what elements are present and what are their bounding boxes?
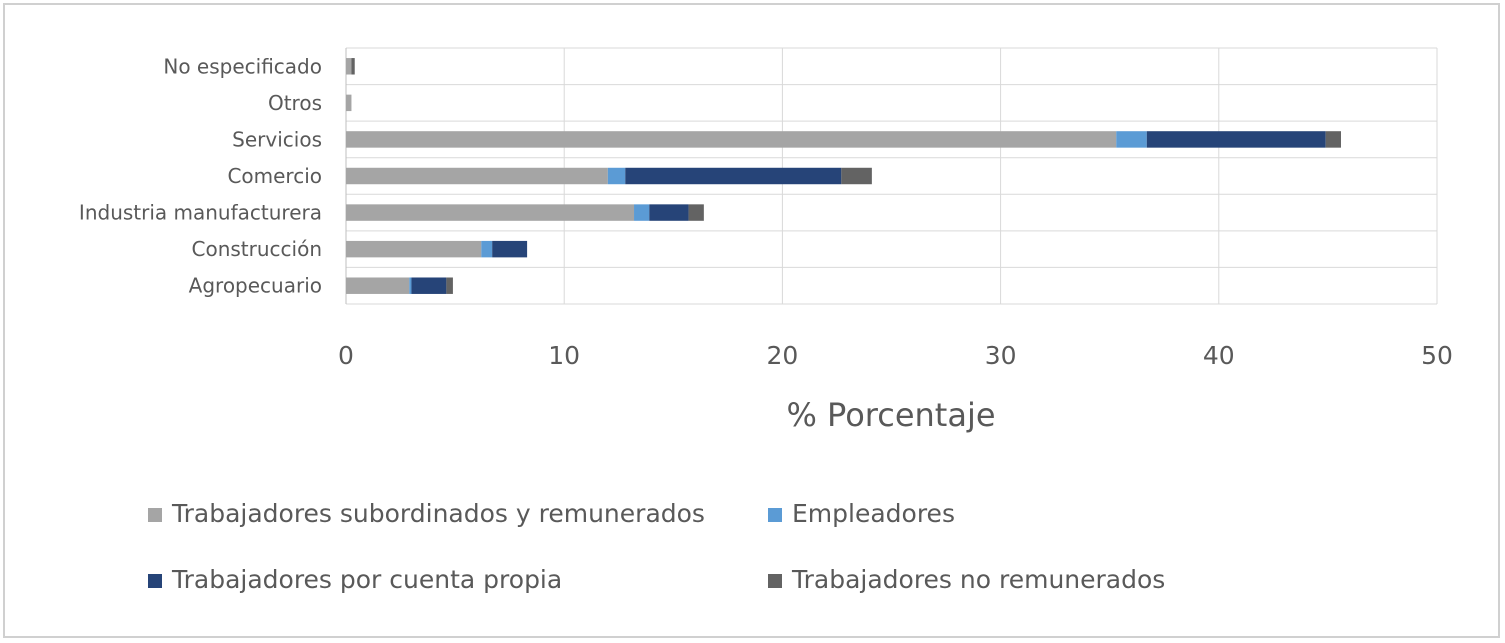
bar-segment [346,240,482,258]
bar-segment [607,167,626,185]
category-label: Industria manufacturera [79,201,322,225]
bar-segment [492,240,528,258]
x-tick-labels: 0 10 20 30 40 50 [338,341,1453,370]
category-label: Construcción [192,237,323,261]
legend-label: Trabajadores por cuenta propia [171,565,562,594]
bar-segment [411,277,447,294]
bar-segment [346,131,1117,148]
x-tick-label: 0 [338,341,354,370]
bar-segment [346,167,608,185]
gridlines [345,47,1438,305]
bar-segment [634,204,650,221]
legend-swatch [148,574,162,588]
bar-segment [346,204,635,221]
legend: Trabajadores subordinados y remunerados E… [148,499,1165,594]
bar-segment [625,167,842,185]
bar-segment [688,204,704,221]
chart-frame [3,3,1500,638]
x-tick-label: 30 [985,341,1017,370]
legend-swatch [768,574,782,588]
x-tick-label: 10 [548,341,580,370]
x-tick-label: 40 [1203,341,1235,370]
bar-segment [409,277,412,294]
category-label: No especificado [163,54,322,78]
bar-segment [446,277,453,294]
bar-segment [1116,131,1147,148]
bar-segment [1325,131,1341,148]
legend-swatch [148,508,162,522]
category-label: Servicios [232,127,322,151]
legend-label: Empleadores [792,499,955,528]
x-tick-label: 50 [1421,341,1453,370]
category-label: Agropecuario [189,274,322,298]
x-axis-title: % Porcentaje [786,396,995,434]
x-tick-label: 20 [766,341,798,370]
bar-segment [346,58,352,75]
category-labels: Agropecuario Construcción Industria manufa… [79,54,322,297]
bar-segment [351,58,355,75]
bars-group [346,58,1341,294]
bar-segment [1146,131,1326,148]
bar-segment [481,240,493,258]
bar-segment [346,277,410,294]
bar-segment [841,167,872,185]
bar-segment [649,204,689,221]
category-label: Otros [268,91,322,115]
legend-swatch [768,508,782,522]
bar-segment [346,94,352,112]
category-label: Comercio [227,164,322,188]
legend-label: Trabajadores subordinados y remunerados [171,499,705,528]
legend-label: Trabajadores no remunerados [791,565,1165,594]
